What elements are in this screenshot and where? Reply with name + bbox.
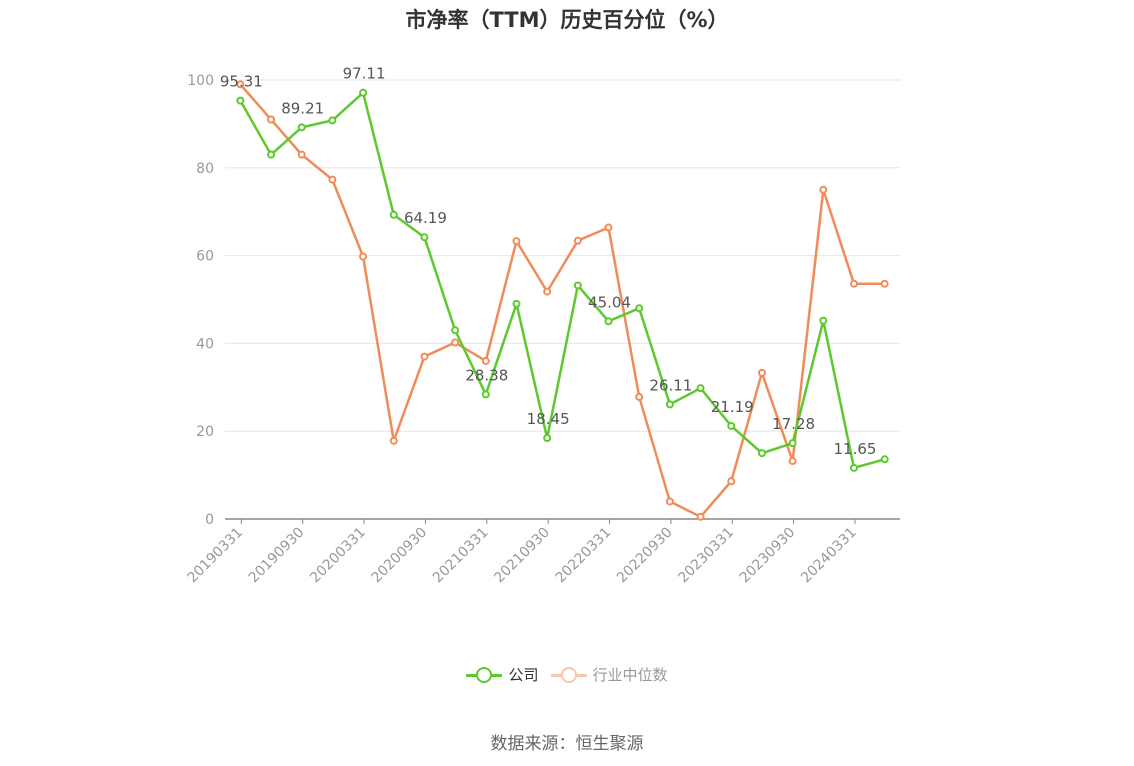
data-point[interactable] [420, 352, 429, 361]
axes: 0 20 40 60 80 100 20190331 20190930 20200331 2020… [184, 73, 900, 586]
data-point[interactable] [389, 210, 398, 219]
data-point[interactable] [788, 439, 797, 448]
y-tick-label: 0 [205, 512, 214, 528]
data-label: 64.19 [404, 209, 447, 227]
data-point[interactable] [359, 252, 368, 261]
legend-item-company[interactable]: 公司 [466, 664, 539, 685]
data-point[interactable] [665, 497, 674, 506]
data-point[interactable] [880, 455, 889, 464]
data-point[interactable] [451, 326, 460, 335]
y-tick-label: 20 [196, 424, 214, 440]
data-point[interactable] [635, 304, 644, 313]
data-point[interactable] [696, 384, 705, 393]
x-tick-label: 20210331 [430, 525, 492, 587]
x-tick-label: 20230930 [737, 525, 799, 587]
data-point[interactable] [543, 287, 552, 296]
data-point[interactable] [696, 512, 705, 521]
y-tick-label: 100 [187, 73, 214, 89]
data-point[interactable] [512, 299, 521, 308]
data-point[interactable] [420, 233, 429, 242]
legend-marker-icon [466, 665, 503, 685]
legend-marker-icon [550, 665, 587, 685]
data-point[interactable] [297, 123, 306, 132]
data-label: 11.65 [834, 440, 877, 458]
data-point[interactable] [328, 175, 337, 184]
data-source-note: 数据来源：恒生聚源 [490, 734, 644, 754]
data-point[interactable] [757, 368, 766, 377]
y-tick-label: 60 [196, 249, 214, 265]
data-point[interactable] [573, 236, 582, 245]
data-point[interactable] [849, 463, 858, 472]
data-point[interactable] [297, 150, 306, 159]
legend: 公司 行业中位数 [0, 664, 1134, 689]
data-point[interactable] [481, 390, 490, 399]
chart-title: 市净率（TTM）历史百分位（%） [405, 8, 729, 32]
data-point[interactable] [389, 436, 398, 445]
data-label: 21.19 [711, 398, 754, 416]
data-point[interactable] [757, 449, 766, 458]
x-tick-label: 20210930 [491, 525, 553, 587]
data-label: 97.11 [343, 65, 386, 83]
legend-item-industry-median[interactable]: 行业中位数 [550, 664, 668, 685]
data-point[interactable] [236, 96, 245, 105]
x-tick-label: 20220331 [553, 525, 615, 587]
data-point[interactable] [727, 421, 736, 430]
y-tick-label: 40 [196, 336, 214, 352]
data-labels: 95.31 89.21 97.11 64.19 28.38 18.45 45.04 26.11… [220, 65, 877, 458]
x-tick-label: 20190331 [184, 525, 246, 587]
legend-label: 公司 [508, 666, 539, 684]
data-point[interactable] [819, 185, 828, 194]
data-point[interactable] [267, 150, 276, 159]
data-point[interactable] [788, 457, 797, 466]
data-point[interactable] [236, 80, 245, 89]
data-point[interactable] [819, 316, 828, 325]
data-point[interactable] [359, 88, 368, 97]
grid-lines [225, 79, 900, 432]
data-point[interactable] [635, 392, 644, 401]
data-label: 95.31 [220, 73, 263, 91]
data-point[interactable] [512, 237, 521, 246]
x-tick-label: 20200930 [369, 525, 431, 587]
data-point[interactable] [328, 116, 337, 125]
x-tick-label: 20220930 [614, 525, 676, 587]
data-point[interactable] [543, 434, 552, 443]
data-point[interactable] [604, 317, 613, 326]
series-line-industry-median [239, 83, 885, 519]
data-label: 18.45 [527, 410, 570, 428]
y-tick-label: 80 [196, 161, 214, 177]
series-lines [236, 80, 889, 521]
x-tick-label: 20190930 [246, 525, 308, 587]
series-line-company [239, 91, 885, 470]
data-point[interactable] [849, 279, 858, 288]
data-point[interactable] [267, 115, 276, 124]
data-label: 28.38 [465, 366, 508, 384]
data-point[interactable] [451, 338, 460, 347]
x-tick-label: 20230331 [675, 525, 737, 587]
data-point[interactable] [727, 477, 736, 486]
data-label: 89.21 [281, 99, 324, 117]
data-point[interactable] [573, 281, 582, 290]
data-point[interactable] [665, 400, 674, 409]
data-point[interactable] [880, 279, 889, 288]
x-tick-label: 20240331 [798, 525, 860, 587]
data-label: 45.04 [588, 293, 631, 311]
data-point[interactable] [481, 356, 490, 365]
data-label: 17.28 [772, 415, 815, 433]
x-tick-label: 20200331 [307, 525, 369, 587]
legend-label: 行业中位数 [592, 666, 668, 684]
data-point[interactable] [604, 223, 613, 232]
data-label: 26.11 [649, 376, 692, 394]
